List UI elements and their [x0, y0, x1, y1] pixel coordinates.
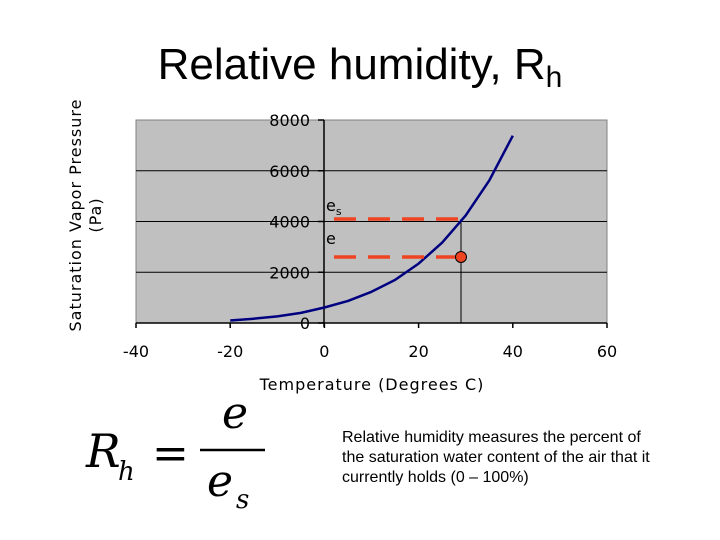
- y-ticks: 0 2000 4000 6000 8000: [269, 111, 324, 333]
- es-label-main: e: [326, 196, 336, 215]
- formula-numerator: e: [222, 392, 248, 439]
- formula-equals: =: [152, 428, 189, 479]
- x-tick-label: 60: [597, 342, 617, 361]
- y-tick-label: 8000: [269, 111, 310, 130]
- y-tick-label: 2000: [269, 263, 310, 282]
- formula-denominator: e: [207, 456, 233, 507]
- title-subscript: h: [545, 61, 563, 94]
- gridlines: [136, 170, 607, 273]
- formula-lhs-sub: h: [118, 457, 135, 487]
- y-tick-label: 4000: [269, 213, 310, 232]
- vapor-pressure-chart: 0 2000 4000 6000 8000 -40 -20 0 20 40 60 es e Tem…: [123, 111, 617, 394]
- title-text: Relative humidity, R: [157, 40, 546, 89]
- x-tick-label: 20: [408, 342, 428, 361]
- description-text: Relative humidity measures the percent o…: [342, 429, 650, 486]
- x-ticks: -40 -20 0 20 40 60: [123, 323, 617, 361]
- x-tick-label: -20: [217, 342, 243, 361]
- x-tick-label: 40: [503, 342, 523, 361]
- formula-lhs: R: [85, 424, 121, 478]
- x-axis-label: Temperature (Degrees C): [259, 375, 485, 394]
- e-marker-point: [454, 251, 467, 264]
- y-tick-label: 6000: [269, 162, 310, 181]
- relative-humidity-formula: R h = e e s: [85, 392, 265, 515]
- x-tick-label: 0: [319, 342, 329, 361]
- es-label-sub: s: [336, 205, 342, 218]
- saturation-curve: [230, 135, 514, 322]
- y-tick-label: 0: [300, 314, 310, 333]
- es-label: es: [326, 196, 342, 218]
- page-title: Relative humidity, Rh: [0, 40, 720, 95]
- formula-denominator-sub: s: [236, 485, 249, 515]
- e-label: e: [326, 229, 336, 248]
- x-tick-label: -40: [123, 342, 149, 361]
